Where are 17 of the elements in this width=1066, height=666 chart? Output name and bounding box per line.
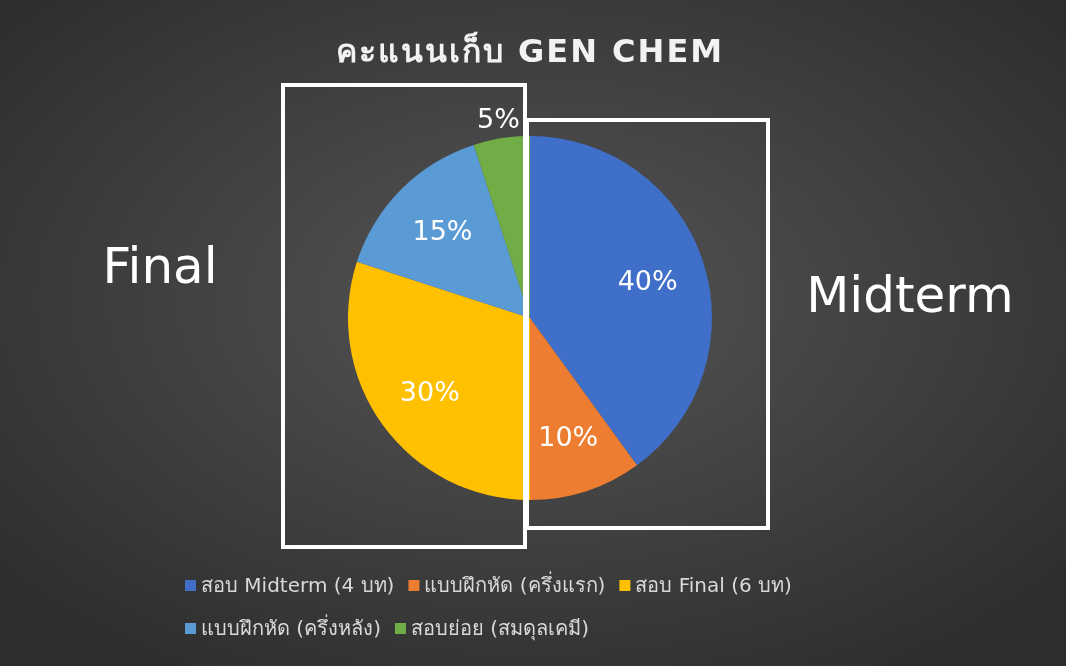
pie-slice xyxy=(356,144,530,318)
legend-label: แบบฝึกหัด (ครึ่งแรก) xyxy=(424,571,606,597)
data-label: 10% xyxy=(538,420,599,452)
legend-label: สอบย่อย (สมดุลเคมี) xyxy=(410,616,589,641)
legend-label: สอบ Final (6 บท) xyxy=(635,573,792,597)
legend-label: สอบ Midterm (4 บท) xyxy=(201,573,395,597)
text: Midterm xyxy=(806,266,1014,324)
data-label: 5% xyxy=(476,103,520,135)
data-label: 40% xyxy=(617,264,678,296)
data-label: 30% xyxy=(399,375,460,407)
text: Final xyxy=(102,237,218,295)
pie-slice xyxy=(348,261,530,500)
data-label: 15% xyxy=(412,215,473,247)
chart-title: คะแนนเก็บ GEN CHEM xyxy=(335,31,725,70)
pie-slice xyxy=(530,318,637,500)
legend-label: แบบฝึกหัด (ครึ่งหลัง) xyxy=(201,614,381,640)
pie-slice xyxy=(530,136,712,466)
